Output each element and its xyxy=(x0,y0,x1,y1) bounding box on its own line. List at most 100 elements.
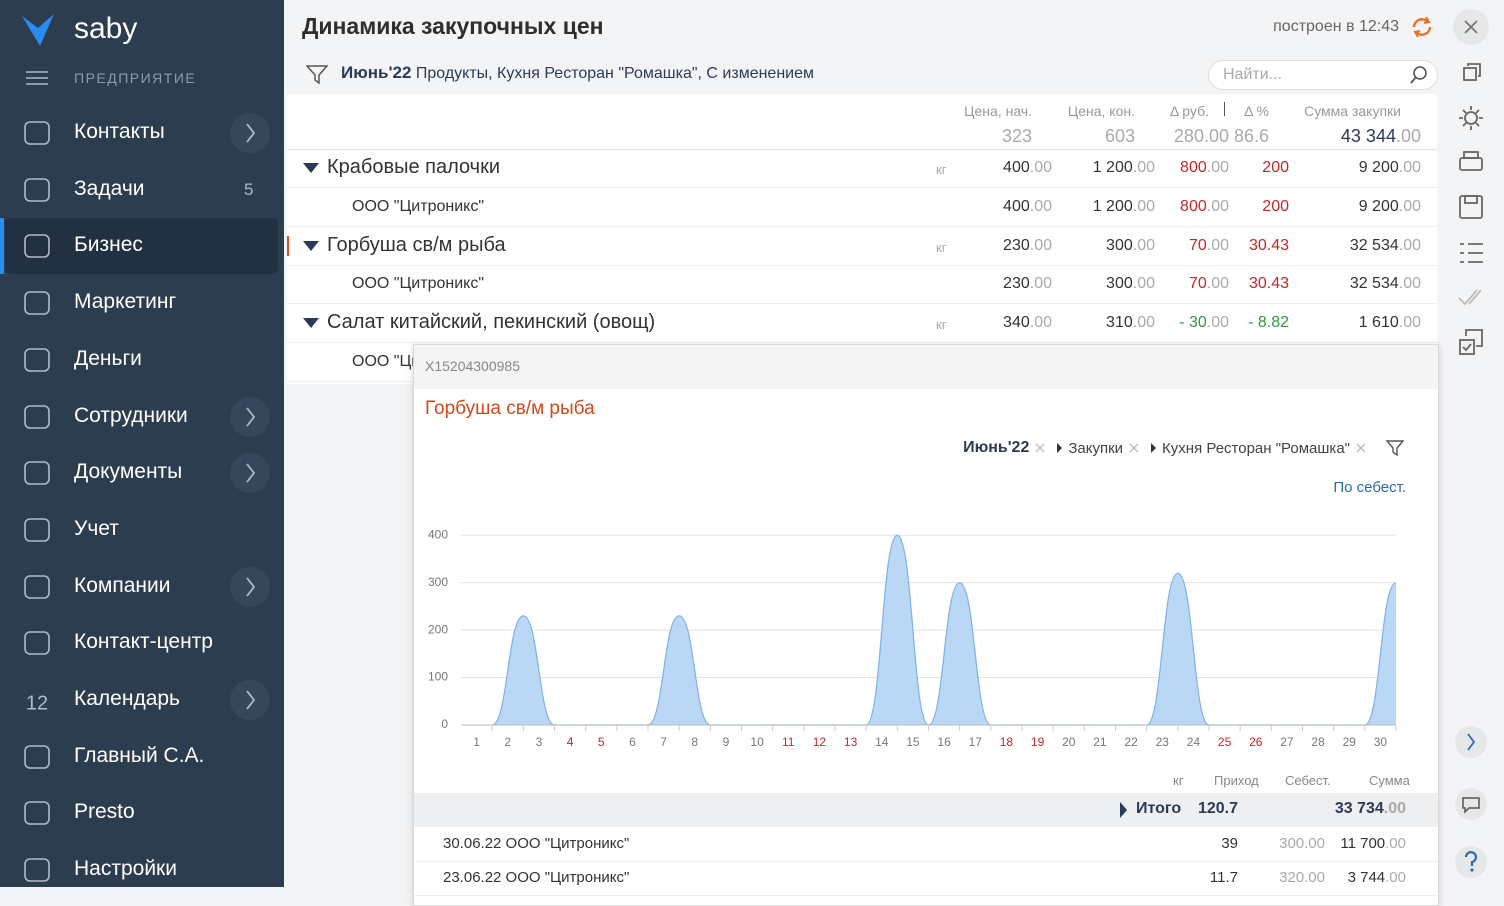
sidebar: saby ПРЕДПРИЯТИЕ Контакты Задачи 5 Бизнес Ма… xyxy=(0,0,284,887)
cell: 70.00 xyxy=(1188,275,1229,293)
menu-item[interactable]: Настройки xyxy=(74,857,177,881)
row-name[interactable]: Салат китайский, пекинский (овощ) xyxy=(327,311,656,334)
summary-header: Сумма xyxy=(1369,773,1410,788)
menu-item[interactable]: Бизнес xyxy=(74,233,143,257)
row-border xyxy=(287,303,1437,305)
y-tick-label: 100 xyxy=(428,670,448,684)
menu-item[interactable]: Presto xyxy=(74,800,135,824)
x-tick-label: 16 xyxy=(937,735,951,749)
column-header[interactable]: Цена, кон. xyxy=(1067,103,1135,119)
menu-item[interactable]: Сотрудники xyxy=(74,403,188,427)
popup-title: Горбуша св/м рыба xyxy=(425,398,595,419)
close[interactable] xyxy=(1452,8,1490,46)
submenu-toggle[interactable] xyxy=(230,453,270,494)
x-tick-label: 25 xyxy=(1218,735,1232,749)
column-header[interactable]: Δ руб. xyxy=(1169,103,1209,119)
row-name[interactable]: ООО "Цитроникс" xyxy=(352,275,484,293)
column-header[interactable]: Сумма закупки xyxy=(1304,103,1401,119)
menu-item[interactable]: Деньги xyxy=(74,346,142,370)
summary-sum: 11 700.00 xyxy=(1340,835,1406,852)
crumb-filter[interactable] xyxy=(1372,440,1404,456)
summary-header: Приход xyxy=(1214,773,1259,788)
toolbar-bottom[interactable] xyxy=(1455,722,1489,882)
popup-header xyxy=(414,345,1438,389)
triangle xyxy=(303,318,319,329)
menu-icon xyxy=(24,347,50,372)
crumb-arrow xyxy=(1057,443,1063,453)
row-name[interactable]: ООО "Цитроникс" xyxy=(352,197,484,215)
cell: 1 200.00 xyxy=(1092,159,1155,176)
x-tick-label: 13 xyxy=(844,735,858,749)
crumb-remove[interactable] xyxy=(1035,443,1045,453)
crumb-remove[interactable] xyxy=(1129,443,1139,453)
cell: 230.00 xyxy=(1003,275,1052,293)
crumb-remove[interactable] xyxy=(1356,443,1366,453)
cell: 300.00 xyxy=(1106,236,1155,254)
search-icon xyxy=(1410,66,1427,84)
total-label[interactable]: Итого xyxy=(1136,800,1182,817)
toolbar-icons[interactable] xyxy=(1455,60,1489,360)
filter-icon[interactable] xyxy=(306,64,328,84)
cell: 9 200.00 xyxy=(1358,197,1421,215)
mode-link[interactable]: По себест. xyxy=(1333,479,1406,496)
triangle xyxy=(303,163,319,173)
menu-item[interactable]: Контакт-центр xyxy=(74,630,213,654)
popup: X15204300985 Горбуша св/м рыба Июнь'22 За… xyxy=(413,344,1439,906)
cell: 310.00 xyxy=(1106,314,1155,332)
x-tick-label: 18 xyxy=(1000,735,1014,749)
row-name[interactable]: Горбуша св/м рыба xyxy=(327,233,506,256)
section: ПРЕДПРИЯТИЕ xyxy=(74,70,197,86)
submenu-toggle[interactable] xyxy=(230,396,270,437)
search-placeholder: Найти... xyxy=(1223,66,1282,83)
cell: 9 200.00 xyxy=(1358,159,1421,176)
icon-shape xyxy=(24,744,50,769)
menu-item[interactable]: Документы xyxy=(74,460,183,484)
menu-item[interactable]: Главный С.А. xyxy=(74,743,205,767)
y-tick-label: 300 xyxy=(428,575,448,589)
submenu-toggle[interactable] xyxy=(230,566,270,607)
crumb[interactable]: Закупки xyxy=(1068,439,1124,457)
cell: 1 610.00 xyxy=(1358,314,1421,332)
x-tick-label: 20 xyxy=(1062,735,1076,749)
submenu-toggle[interactable] xyxy=(230,113,270,153)
search[interactable]: Найти... xyxy=(1208,60,1438,90)
cell: 32 534.00 xyxy=(1349,236,1421,254)
menu-item[interactable]: Компании xyxy=(74,573,171,597)
submenu-toggle[interactable] xyxy=(230,680,270,720)
row-unit: кг xyxy=(936,239,947,255)
x-tick-label: 4 xyxy=(567,735,574,749)
filter[interactable]: Июнь'22 Продукты, Кухня Ресторан "Ромашк… xyxy=(341,63,814,83)
expand-toggle[interactable] xyxy=(303,162,319,174)
menu-item[interactable]: Контакты xyxy=(74,120,165,143)
column-header[interactable]: Δ % xyxy=(1244,103,1269,119)
column-header[interactable]: Цена, нач. xyxy=(964,103,1032,119)
x-tick-label: 17 xyxy=(969,735,983,749)
menu-item[interactable]: Учет xyxy=(74,516,119,540)
y-tick-label: 200 xyxy=(428,622,448,636)
icon-shape xyxy=(24,404,50,429)
column-total: 43 344.00 xyxy=(1340,126,1421,146)
crumb[interactable]: Кухня Ресторан "Ромашка" xyxy=(1162,439,1350,457)
menu-item[interactable]: Маркетинг xyxy=(74,290,177,314)
menu-item[interactable]: Задачи xyxy=(74,176,145,200)
crumb[interactable]: Июнь'22 xyxy=(963,439,1030,456)
x-tick-label: 12 xyxy=(813,735,827,749)
x-tick-label: 9 xyxy=(723,735,730,749)
summary-row-label[interactable]: 30.06.22 ООО "Цитроникс" xyxy=(443,835,630,852)
cell: - 8.82 xyxy=(1248,314,1289,332)
cell: 200 xyxy=(1262,159,1289,176)
row-marker xyxy=(287,235,289,256)
x-tick-label: 1 xyxy=(473,735,480,749)
x-tick-label: 14 xyxy=(875,735,889,749)
expand-toggle[interactable] xyxy=(303,317,319,329)
row-name[interactable]: Крабовые палочки xyxy=(327,156,501,178)
refresh[interactable] xyxy=(1409,14,1435,40)
menu-icon[interactable] xyxy=(26,70,48,86)
expand-toggle[interactable] xyxy=(303,240,319,252)
menu-item[interactable]: Календарь xyxy=(74,687,180,710)
summary-row-label[interactable]: 23.06.22 ООО "Цитроникс" xyxy=(443,869,630,886)
icon-shape xyxy=(24,801,50,826)
header-border xyxy=(287,149,1437,150)
